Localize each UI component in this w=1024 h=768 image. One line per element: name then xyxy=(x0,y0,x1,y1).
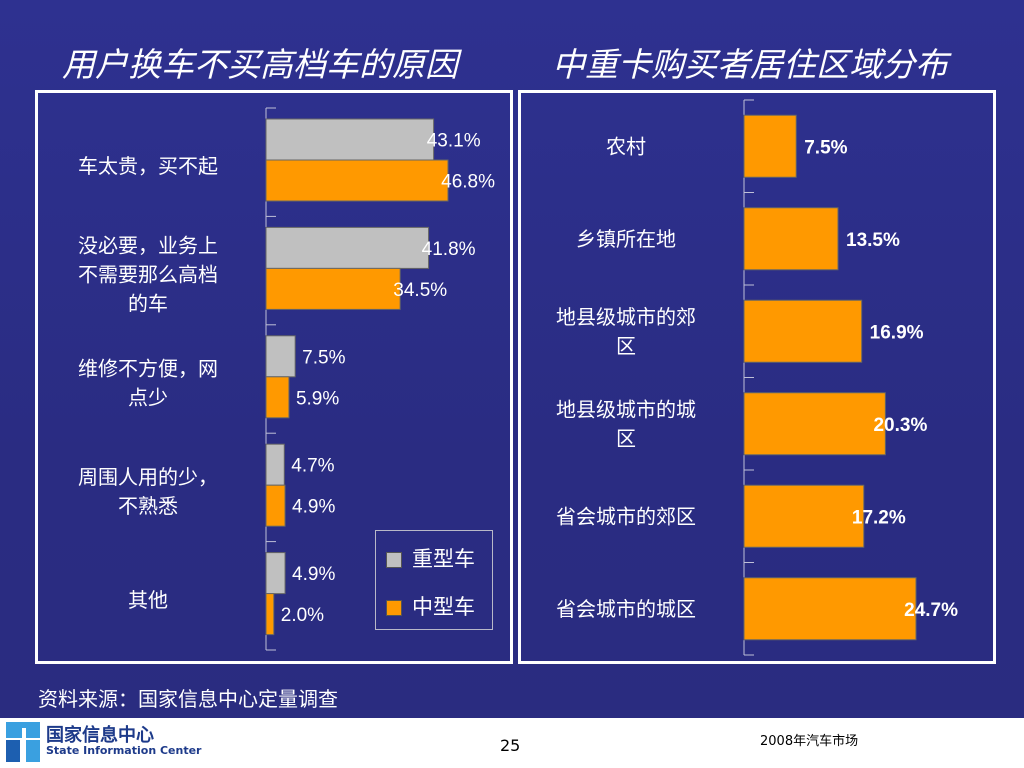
right-bar xyxy=(743,114,797,178)
right-data-label: 17.2% xyxy=(852,507,906,528)
left-category-label: 不需要那么高档 xyxy=(78,263,218,287)
footer-bar: 国家信息中心 State Information Center 25 2008年… xyxy=(0,718,1024,768)
right-bar xyxy=(743,577,917,641)
right-category-label: 农村 xyxy=(606,134,646,158)
right-data-label: 7.5% xyxy=(804,137,847,158)
left-data-label: 43.1% xyxy=(427,131,481,152)
right-category-label: 地县级城市的郊 xyxy=(556,305,696,329)
left-data-label: 46.8% xyxy=(441,172,495,193)
right-data-label: 16.9% xyxy=(870,322,924,343)
left-data-label: 41.8% xyxy=(422,239,476,260)
left-bar-heavy xyxy=(265,552,286,595)
left-bar-heavy xyxy=(265,226,430,269)
right-bar xyxy=(743,392,886,456)
right-data-label: 20.3% xyxy=(873,415,927,436)
right-category-label: 区 xyxy=(616,334,636,358)
left-category-label: 其他 xyxy=(128,588,168,612)
page-number: 25 xyxy=(500,736,521,755)
left-data-label: 4.7% xyxy=(291,456,334,477)
right-data-label: 13.5% xyxy=(846,230,900,251)
left-bar-medium xyxy=(265,593,275,636)
footer-caption: 2008年汽车市场 xyxy=(760,734,859,749)
logo-english-name: State Information Center xyxy=(46,744,202,757)
right-data-label: 24.7% xyxy=(904,600,958,621)
left-category-label: 没必要，业务上 xyxy=(78,234,218,258)
legend: 重型车 中型车 xyxy=(375,530,493,630)
left-bar-medium xyxy=(265,267,401,310)
right-category-label: 省会城市的郊区 xyxy=(556,504,696,528)
legend-label-heavy: 重型车 xyxy=(412,547,475,571)
right-chart-title: 中重卡购买者居住区域分布 xyxy=(552,45,948,84)
left-data-label: 2.0% xyxy=(281,605,324,626)
left-category-label: 点少 xyxy=(128,386,168,410)
right-category-label: 省会城市的城区 xyxy=(556,597,696,621)
legend-swatch-medium xyxy=(386,600,402,616)
sic-logo-icon xyxy=(6,722,40,762)
legend-item-heavy: 重型车 xyxy=(386,543,475,573)
left-bar-heavy xyxy=(265,118,435,161)
left-data-label: 7.5% xyxy=(302,347,345,368)
left-bar-heavy xyxy=(265,443,285,486)
left-category-label: 不熟悉 xyxy=(118,494,178,518)
left-chart-title: 用户换车不买高档车的原因 xyxy=(62,45,458,84)
data-source-note: 资料来源：国家信息中心定量调查 xyxy=(38,687,338,711)
left-bar-heavy xyxy=(265,335,296,378)
left-category-label: 周围人用的少， xyxy=(78,465,218,489)
right-chart-panel xyxy=(518,90,996,664)
right-bar xyxy=(743,484,865,548)
left-data-label: 34.5% xyxy=(393,280,447,301)
legend-item-medium: 中型车 xyxy=(386,591,475,621)
left-bar-medium xyxy=(265,484,286,527)
right-category-label: 区 xyxy=(616,426,636,450)
left-category-label: 的车 xyxy=(128,292,168,316)
left-bar-medium xyxy=(265,376,290,419)
left-data-label: 5.9% xyxy=(296,388,339,409)
left-data-label: 4.9% xyxy=(292,564,335,585)
legend-label-medium: 中型车 xyxy=(412,595,475,619)
left-bar-medium xyxy=(265,159,449,202)
right-bar xyxy=(743,299,863,363)
right-bar xyxy=(743,207,839,271)
right-category-label: 地县级城市的城 xyxy=(556,397,696,421)
left-category-label: 维修不方便，网 xyxy=(78,357,218,381)
left-category-label: 车太贵，买不起 xyxy=(78,154,218,178)
left-data-label: 4.9% xyxy=(292,497,335,518)
logo-chinese-name: 国家信息中心 xyxy=(46,725,154,746)
right-category-label: 乡镇所在地 xyxy=(576,227,676,251)
legend-swatch-heavy xyxy=(386,552,402,568)
left-chart-panel xyxy=(35,90,513,664)
